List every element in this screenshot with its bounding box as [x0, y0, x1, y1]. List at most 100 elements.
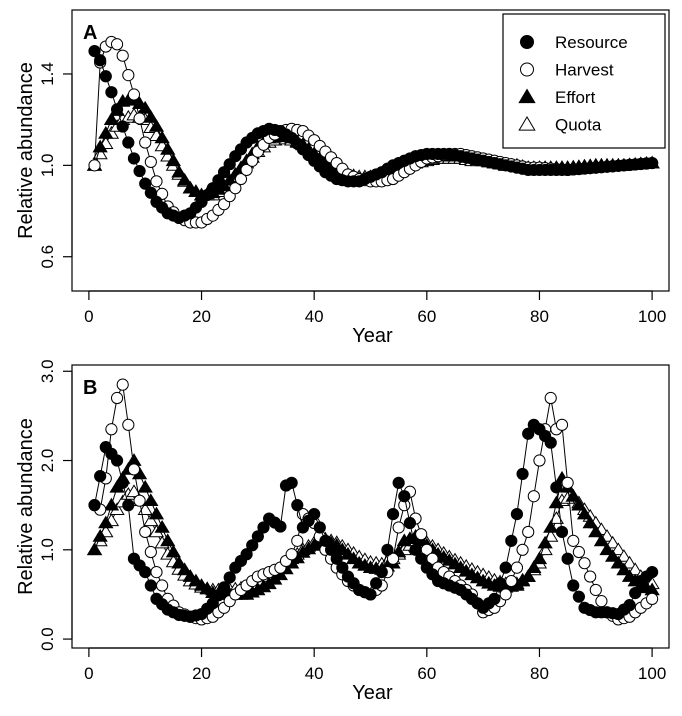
panel-a-quota-point: [92, 146, 108, 160]
panel-b-resource-point: [313, 521, 326, 534]
panel-b-resource-point: [319, 534, 332, 547]
panel-a-resource-point: [94, 54, 107, 67]
panel-a-resource-point: [110, 103, 124, 116]
panel-a-effort-point: [98, 125, 114, 139]
panel-b: B Year Relative abundance 0 20 40 60 80 100 0.…: [15, 359, 670, 704]
panel-a-harvest-point: [127, 88, 141, 101]
panel-b-resource-point: [240, 548, 253, 561]
panel-b-resource-point: [403, 516, 417, 530]
panel-b-series-resource: [88, 418, 659, 623]
panel-a-x-tick-label: 40: [305, 307, 324, 326]
panel-a-label: A: [83, 22, 97, 44]
panel-b-effort-point: [610, 555, 626, 569]
panel-a-harvest-point: [110, 38, 124, 51]
panel-a-effort-point: [143, 109, 159, 123]
panel-a-y-tick-label: 1.4: [38, 62, 57, 86]
panel-b-harvest-point: [505, 574, 518, 588]
panel-b-resource-point: [488, 592, 501, 605]
panel-b-resource-point: [330, 552, 343, 565]
panel-b-resource-point: [308, 507, 321, 521]
panel-b-resource-point: [516, 467, 529, 481]
panel-b-harvest-point: [578, 557, 591, 570]
panel-b-resource-point: [398, 490, 411, 503]
panel-b-effort-point: [171, 555, 187, 569]
panel-b-effort-point: [143, 493, 159, 506]
panel-a-x-tick-label: 0: [84, 307, 93, 326]
panel-a-effort-point: [103, 112, 120, 125]
panel-a-effort-point: [137, 100, 153, 114]
panel-b-effort-point: [92, 529, 108, 542]
panel-b-resource-point: [409, 543, 422, 556]
panel-b-resource-point: [110, 454, 124, 467]
panel-b-effort-point: [177, 562, 193, 576]
panel-b-x-tick-label: 100: [638, 664, 666, 683]
panel-b-harvest-point: [584, 570, 597, 583]
panel-b-effort-point: [526, 560, 542, 573]
panel-b-harvest-point: [646, 592, 659, 605]
panel-b-effort-point: [543, 520, 559, 533]
panel-a-harvest-point: [240, 163, 253, 177]
panel-b-harvest-point: [156, 579, 169, 592]
panel-a-axes: 0 20 40 60 80 100 0.6 1.0 1.4: [38, 62, 666, 326]
panel-b-harvest-point: [285, 548, 298, 561]
panel-b-resource-point: [623, 599, 636, 612]
panel-b-effort-point: [593, 533, 610, 547]
legend-label-resource: Resource: [555, 33, 628, 52]
panel-b-harvest-point: [499, 588, 512, 601]
panel-b-resource-point: [251, 530, 264, 543]
panel-b-effort-point: [154, 520, 170, 533]
panel-b-effort-point: [148, 506, 165, 520]
panel-a-resource-point: [144, 186, 157, 199]
panel-a-series-resource: [88, 45, 659, 224]
panel-b-harvest-point: [510, 561, 524, 574]
panel-b-x-tick-label: 20: [192, 664, 211, 683]
panel-b-resource-point: [505, 534, 518, 547]
panel-a-effort-point: [154, 130, 170, 144]
panel-b-effort-point: [605, 549, 621, 562]
panel-b-series: [86, 378, 660, 626]
panel-b-x-tick-label: 60: [417, 664, 436, 683]
panel-b-resource-point: [291, 499, 304, 512]
panel-a-effort-point: [148, 119, 165, 132]
legend: Resource Harvest Effort Quota: [502, 13, 666, 149]
panel-b-resource-point: [324, 543, 338, 556]
panel-b-effort-point: [565, 488, 581, 502]
panel-a-resource-point: [105, 86, 118, 99]
panel-a-resource-point: [99, 70, 112, 83]
panel-a-y-tick-label: 0.6: [38, 245, 57, 269]
panel-b-harvest-point: [522, 525, 535, 539]
panel-a-y-axis-title: Relative abundance: [15, 62, 37, 239]
panel-b-harvest-point: [150, 566, 163, 579]
panel-b-resource-point: [364, 588, 377, 601]
legend-label-effort: Effort: [555, 88, 596, 107]
panel-b-effort-point: [576, 506, 593, 520]
panel-a-resource-point: [139, 177, 152, 190]
panel-b-harvest-point: [105, 423, 118, 436]
panel-a-x-tick-label: 20: [192, 307, 211, 326]
legend-label-harvest: Harvest: [555, 60, 614, 79]
panel-b-resource-point: [223, 571, 236, 584]
panel-a-x-tick-label: 60: [417, 307, 436, 326]
panel-b-resource-point: [544, 436, 557, 449]
panel-a-resource-point: [122, 136, 135, 149]
legend-item-effort: Effort: [518, 88, 596, 107]
panel-a-harvest-point: [234, 172, 248, 186]
panel-a-harvest-point: [122, 69, 135, 82]
panel-b-harvest-point: [127, 463, 141, 476]
panel-b-effort-point: [537, 535, 553, 549]
panel-a-effort-point: [177, 172, 193, 186]
panel-b-y-tick-label: 3.0: [38, 359, 57, 383]
panel-b-resource-point: [88, 499, 101, 512]
panel-a-harvest-point: [133, 112, 146, 125]
panel-b-harvest-point: [139, 525, 152, 539]
panel-b-quota-point: [616, 549, 632, 562]
panel-b-resource-point: [392, 476, 405, 489]
panel-a-resource-point: [116, 120, 129, 133]
panel-b-effort-point: [531, 551, 548, 565]
panel-b-resource-point: [285, 476, 298, 489]
panel-b-resource-point: [144, 579, 157, 592]
panel-b-resource-point: [116, 476, 129, 489]
legend-marker-resource: [520, 35, 534, 49]
panel-b-effort-point: [86, 542, 103, 556]
panel-a-harvest-point: [246, 154, 259, 167]
